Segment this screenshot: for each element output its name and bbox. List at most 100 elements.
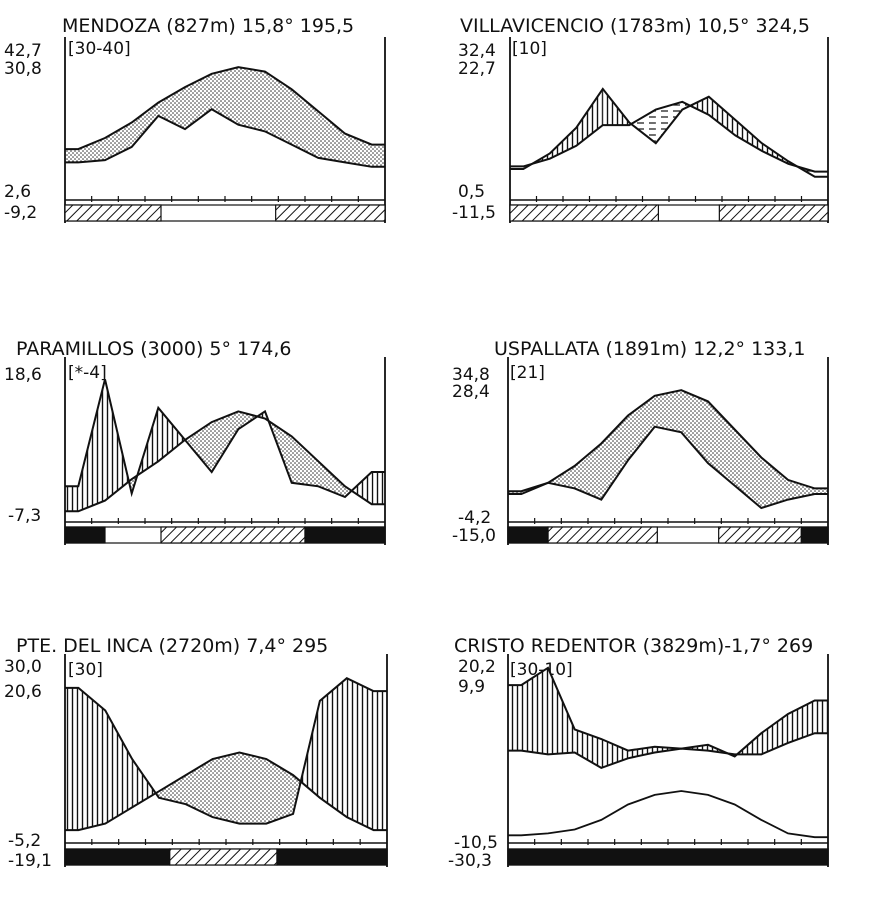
humid-season-area [761, 714, 788, 755]
humid-season-area [373, 691, 387, 831]
dry-season-area [185, 759, 213, 818]
y-tick-label: -10,5 [454, 833, 498, 853]
frost-bar-probable-frost [64, 204, 162, 222]
y-tick-label: -11,5 [452, 203, 496, 223]
panel-title: VILLAVICENCIO (1783m) 10,5° 324,5 [460, 15, 810, 37]
humid-season-area [690, 96, 709, 115]
y-tick-label: 22,7 [458, 59, 496, 79]
dry-season-area [814, 171, 828, 177]
frost-bar-frost-months [304, 526, 386, 544]
frost-bar-probable-frost [509, 204, 659, 222]
frost-bar-frost-months [276, 848, 388, 866]
precipitation-curve [65, 108, 385, 168]
bracket-label: [30] [68, 660, 103, 680]
temperature-curve [65, 66, 385, 151]
frost-bar-frost-months [800, 526, 829, 544]
dry-season-area [508, 390, 828, 508]
temperature-curve [510, 100, 828, 173]
y-tick-label: 18,6 [4, 365, 42, 385]
dry-season-area [212, 752, 240, 824]
extreme-minimum-curve [508, 790, 828, 839]
panel-title: PTE. DEL INCA (2720m) 7,4° 295 [16, 635, 328, 657]
y-tick-label: 28,4 [452, 382, 490, 402]
climate-panel-uspallata: USPALLATA (1891m) 12,2° 133,1 [21] 34,8 … [452, 338, 829, 546]
frost-bar-probable-frost [275, 204, 386, 222]
frost-bar-frost-months [507, 848, 829, 866]
precipitation-curve [65, 379, 385, 499]
climate-panel-cristo-redentor: CRISTO REDENTOR (3829m)-1,7° 269 [30-10]… [448, 635, 829, 871]
humid-season-area [132, 759, 156, 808]
humid-season-area [319, 678, 347, 818]
dry-season-area [291, 436, 319, 487]
humid-season-area [576, 88, 603, 146]
y-tick-label: 20,2 [458, 657, 496, 677]
panel-title: MENDOZA (827m) 15,8° 195,5 [62, 15, 354, 37]
y-tick-label: -9,2 [4, 203, 37, 223]
climate-panel-mendoza: MENDOZA (827m) 15,8° 195,5 [30-40] 42,7 … [4, 15, 386, 223]
precipitation-curve [510, 87, 828, 178]
humid-season-area [735, 119, 762, 151]
temperature-curve [65, 410, 385, 513]
bracket-label: [10] [512, 39, 547, 59]
y-tick-label: -19,1 [8, 851, 52, 871]
humid-season-area [351, 472, 372, 505]
y-tick-label: 20,6 [4, 682, 42, 702]
climate-panel-paramillos: PARAMILLOS (3000) 5° 174,6 [*-4] 18,6 -7… [4, 338, 386, 547]
dry-season-area [158, 775, 186, 805]
y-tick-label: 0,5 [458, 182, 485, 202]
precipitation-curve [508, 666, 828, 758]
y-tick-label: 34,8 [452, 365, 490, 385]
humid-season-area [521, 667, 548, 755]
humid-season-area [708, 96, 736, 136]
y-tick-label: 42,7 [4, 41, 42, 61]
humid-season-area [158, 407, 185, 462]
humid-season-area [548, 667, 575, 755]
humid-season-area [78, 379, 105, 512]
humid-season-area [105, 710, 133, 824]
dry-season-area [266, 759, 294, 824]
dry-season-area [655, 101, 683, 144]
y-tick-label: -5,2 [8, 831, 41, 851]
humid-season-area [814, 700, 828, 734]
humid-season-area [371, 472, 385, 505]
frost-bar-frost-months [507, 526, 549, 544]
humid-season-area [78, 687, 106, 831]
bracket-label: [21] [510, 363, 545, 383]
precipitation-curve [65, 677, 387, 825]
humid-season-area [105, 379, 129, 501]
bracket-label: [*-4] [68, 363, 107, 383]
panel-title: CRISTO REDENTOR (3829m)-1,7° 269 [454, 635, 813, 657]
bracket-label: [30-40] [68, 39, 131, 59]
y-tick-label: 30,0 [4, 657, 42, 677]
frost-bar-probable-frost [718, 204, 829, 222]
y-tick-label: 32,4 [458, 41, 496, 61]
y-tick-label: -30,3 [448, 851, 492, 871]
frost-bar-frost-months [64, 848, 171, 866]
y-tick-label: -7,3 [8, 506, 41, 526]
y-tick-label: 2,6 [4, 182, 31, 202]
frost-bar-probable-frost [169, 848, 278, 866]
temperature-curve [508, 389, 828, 493]
frost-bar-frost-months [64, 526, 106, 544]
dry-season-area [185, 422, 212, 472]
dry-season-area [239, 752, 267, 824]
temperature-curve [508, 732, 828, 769]
humid-season-area [628, 746, 655, 759]
temperature-curve [65, 751, 387, 832]
panel-title: USPALLATA (1891m) 12,2° 133,1 [494, 338, 805, 360]
frost-bar-probable-frost [547, 526, 658, 544]
humid-season-area [65, 486, 79, 512]
panel-title: PARAMILLOS (3000) 5° 174,6 [16, 338, 291, 360]
frost-bar-probable-frost [718, 526, 802, 544]
y-tick-label: -15,0 [452, 526, 496, 546]
humid-season-area [65, 687, 79, 831]
y-tick-label: 9,9 [458, 677, 485, 697]
humid-season-area [508, 685, 522, 751]
bracket-label: [30-10] [510, 660, 573, 680]
y-tick-label: -4,2 [458, 508, 491, 528]
humid-season-area [346, 678, 374, 831]
humid-season-area [574, 729, 602, 768]
frost-bar-probable-frost [160, 526, 306, 544]
dry-season-area [631, 109, 656, 144]
